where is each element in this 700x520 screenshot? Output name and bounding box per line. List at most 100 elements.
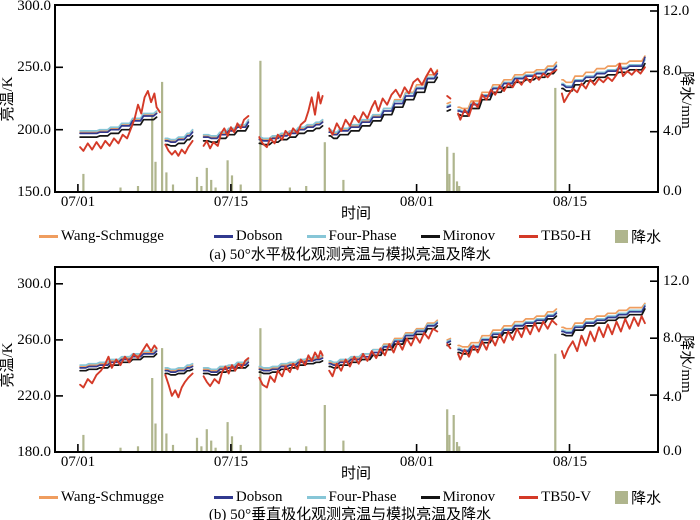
series-TB50-V: [164, 372, 194, 399]
series-TB50-V: [328, 327, 439, 378]
legend-a: Wang-Schmugge Dobson Four-Phase Mironov …: [0, 226, 700, 247]
legend-item: 降水: [615, 226, 661, 247]
series-TB50-H: [202, 115, 250, 150]
legend-item: 降水: [615, 487, 661, 508]
y-tick-label: 0.0: [663, 183, 682, 199]
y-tick-label: 300.0: [17, 0, 51, 14]
precip-bar: [455, 442, 459, 452]
series-Wang-Schmugge: [446, 337, 452, 341]
precip-bar: [259, 328, 262, 452]
series-Wang-Schmugge: [446, 101, 452, 105]
chart-b: 300.0 260.0 220.0 180.0 12.0 8.0 4.0 0.0…: [0, 260, 700, 520]
precip-bar: [214, 447, 217, 452]
precip-bar: [82, 434, 85, 452]
precip-bar: [305, 446, 308, 452]
series-Four-Phase: [164, 128, 194, 141]
precip-bar: [161, 348, 164, 452]
series-Wang-Schmugge: [457, 308, 558, 348]
legend-label: TB50-V: [541, 489, 592, 505]
precip-bar: [154, 161, 157, 192]
series-Dobson: [328, 322, 439, 366]
series-Wang-Schmugge: [258, 120, 324, 141]
series-Four-Phase: [258, 354, 324, 369]
series-Four-Phase: [446, 103, 452, 107]
series-Dobson: [258, 357, 324, 372]
series-Wang-Schmugge: [561, 302, 646, 330]
precip-bar: [446, 146, 449, 192]
plot-frame: [54, 266, 659, 453]
precip-bar: [195, 437, 199, 452]
precip-bar: [171, 444, 175, 452]
y-tick-label: 0.0: [663, 443, 682, 459]
series-Dobson: [446, 105, 452, 109]
series-Dobson: [446, 340, 452, 344]
series-Four-Phase: [258, 118, 324, 140]
precip-bar: [554, 87, 557, 192]
legend-item: Four-Phase: [306, 228, 397, 245]
legend-label: 降水: [631, 491, 662, 507]
y-tick-label: 260.0: [17, 332, 51, 348]
series-Mironov: [561, 308, 646, 337]
series-TB50-H: [258, 91, 324, 149]
precip-bar: [154, 423, 157, 452]
series-Four-Phase: [561, 59, 646, 87]
legend-item: Wang-Schmugge: [38, 228, 164, 245]
y-tick-label: 300.0: [17, 276, 51, 292]
series-TB50-H: [79, 90, 161, 152]
precip-bar: [165, 433, 168, 452]
series-TB50-H: [560, 62, 646, 104]
precip-bar: [452, 152, 455, 192]
precip-bar: [239, 184, 242, 192]
precip-bar: [171, 184, 175, 192]
line-swatch-icon: [306, 496, 326, 499]
series-Wang-Schmugge: [164, 130, 194, 142]
precip-bar: [230, 436, 234, 452]
precip-bar: [205, 429, 208, 452]
y-tick-label: 8.0: [663, 330, 682, 346]
y-tick-label: 4.0: [663, 123, 682, 139]
precip-bar: [161, 81, 164, 192]
legend-item: Dobson: [213, 489, 283, 506]
series-Mironov: [164, 135, 194, 147]
y-tick-label: 8.0: [663, 63, 682, 79]
y-tick-label: 220.0: [17, 388, 51, 404]
precip-bar: [455, 181, 459, 192]
caption-a: (a) 50°水平极化观测亮温与模拟亮温及降水: [209, 247, 491, 263]
legend-item: Mironov: [420, 228, 496, 245]
precip-bar: [151, 113, 154, 192]
series-TB50-H: [328, 67, 439, 136]
precip-bar: [288, 447, 291, 452]
precip-bar: [259, 60, 262, 192]
precip-bar: [446, 409, 449, 452]
y-tick-label: 12.0: [663, 3, 690, 19]
precip-bar: [195, 176, 199, 192]
precip-bar: [119, 187, 122, 192]
series-TB50-H: [446, 95, 452, 100]
chart-a: 300.0 250.0 200.0 150.0 12.0 8.0 4.0 0.0…: [0, 0, 700, 263]
x-tick-label: 08/01: [399, 454, 435, 470]
precip-bar: [448, 434, 451, 452]
series-TB50-V: [79, 343, 158, 389]
series-Dobson: [561, 56, 646, 89]
series-Wang-Schmugge: [328, 68, 439, 135]
legend-item: TB50-V: [519, 489, 591, 506]
precip-bar: [82, 173, 85, 192]
series-Four-Phase: [164, 362, 194, 371]
series-Wang-Schmugge: [457, 61, 558, 110]
chart-b-plot-area: [54, 266, 659, 453]
line-swatch-icon: [519, 235, 539, 238]
legend-item: Mironov: [420, 489, 495, 506]
legend-item: Dobson: [213, 228, 283, 245]
series-TB50-H: [164, 139, 194, 157]
series-Mironov: [258, 360, 324, 375]
precip-bar: [210, 179, 213, 192]
series-TB50-H: [457, 68, 558, 121]
legend-label: Mironov: [442, 228, 496, 244]
legend-label: Dobson: [235, 228, 283, 244]
chart-a-plot-area: [54, 4, 659, 193]
series-Mironov: [446, 108, 452, 112]
precip-bar: [458, 186, 461, 192]
x-tick-label: 07/15: [213, 454, 249, 470]
series-Mironov: [79, 353, 158, 372]
series-Dobson: [457, 312, 558, 352]
